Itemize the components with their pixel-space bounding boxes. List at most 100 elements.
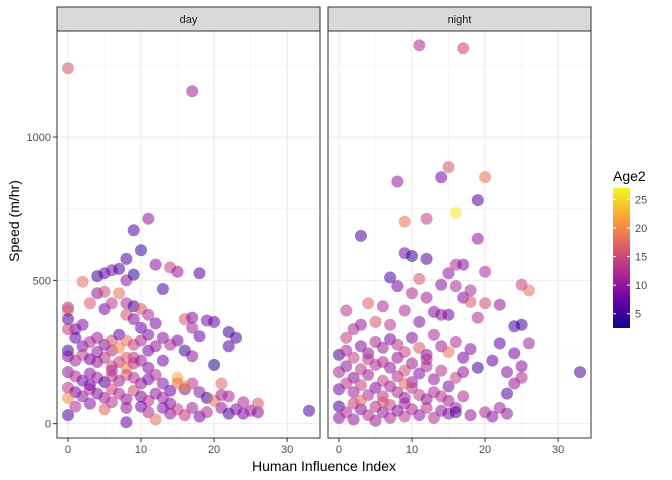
x-tick-label: 20	[208, 444, 220, 456]
data-point	[442, 267, 455, 280]
data-point	[457, 366, 470, 379]
data-point	[471, 311, 484, 324]
data-point	[76, 318, 89, 331]
data-point	[105, 396, 118, 409]
data-point	[237, 396, 250, 409]
x-tick-label: 10	[135, 444, 147, 456]
data-point	[406, 331, 418, 344]
data-point	[471, 361, 484, 374]
data-point	[340, 360, 353, 373]
data-point	[113, 341, 126, 354]
data-point	[347, 413, 360, 426]
data-point	[149, 258, 162, 271]
data-point	[369, 414, 382, 427]
data-point	[413, 315, 426, 328]
data-point	[449, 207, 462, 219]
data-point	[156, 354, 169, 367]
data-point	[522, 284, 535, 297]
data-point	[127, 224, 140, 237]
color-legend: Age2 5 10 15 20 25	[613, 168, 647, 328]
data-point	[391, 338, 404, 351]
facet-strip-label: night	[448, 14, 472, 26]
data-point	[457, 390, 470, 403]
data-point	[76, 275, 89, 288]
x-tick-label: 0	[336, 444, 342, 456]
data-point	[449, 406, 462, 419]
facet-strip-label: day	[180, 14, 198, 26]
data-point	[340, 377, 353, 390]
data-point	[449, 280, 462, 293]
data-point	[193, 330, 206, 343]
data-point	[120, 252, 133, 265]
data-point	[113, 262, 126, 275]
x-tick-label: 10	[406, 444, 418, 456]
data-point	[113, 287, 126, 300]
data-point	[376, 341, 389, 354]
data-point	[384, 271, 397, 284]
data-point	[83, 297, 96, 310]
data-point	[120, 416, 133, 429]
data-point	[135, 244, 147, 257]
data-point	[406, 250, 418, 262]
legend-colorbar	[613, 188, 630, 328]
data-point	[391, 280, 404, 293]
data-point	[464, 284, 477, 297]
data-point	[135, 354, 147, 367]
data-point	[435, 364, 448, 377]
data-point	[222, 390, 235, 403]
data-point	[420, 401, 433, 414]
data-point	[142, 308, 155, 321]
data-point	[515, 371, 528, 384]
data-point	[471, 232, 484, 245]
data-point	[398, 410, 411, 423]
data-point	[413, 272, 426, 285]
data-point	[442, 380, 455, 393]
facet-panel-day: day 0 10 20 30 0 500 1000	[27, 6, 321, 456]
facet-panel-night: night 0 10 20 30	[327, 6, 592, 456]
data-point	[479, 265, 492, 278]
data-point	[186, 85, 199, 98]
data-point	[427, 328, 440, 341]
data-point	[303, 404, 315, 417]
y-tick-label: 0	[45, 419, 51, 431]
legend-tick-label: 10	[635, 280, 647, 292]
data-point	[413, 409, 426, 422]
data-point	[156, 283, 169, 295]
data-point	[479, 297, 492, 310]
data-point	[362, 297, 375, 310]
panel-border	[327, 30, 592, 439]
data-point	[200, 406, 213, 419]
data-point	[142, 212, 155, 225]
data-point	[149, 413, 162, 426]
data-point	[522, 337, 535, 350]
legend-tick-label: 15	[635, 252, 647, 264]
data-point	[398, 377, 411, 390]
data-point	[83, 397, 96, 410]
data-point	[464, 295, 477, 308]
x-tick-label: 30	[281, 444, 293, 456]
data-point	[354, 394, 367, 407]
data-point	[340, 331, 353, 344]
data-point	[501, 387, 513, 400]
data-point	[62, 323, 74, 336]
data-point	[149, 340, 162, 353]
panel-border	[56, 30, 321, 439]
data-point	[384, 318, 397, 331]
data-point	[164, 384, 177, 397]
data-point	[464, 343, 477, 356]
data-point	[391, 351, 404, 364]
legend-tick-label: 20	[635, 223, 647, 235]
data-point	[251, 406, 264, 419]
data-point	[508, 347, 521, 360]
legend-title: Age2	[613, 168, 646, 184]
data-point	[178, 409, 191, 422]
scatter-points	[62, 62, 315, 429]
data-point	[62, 409, 74, 422]
data-point	[420, 393, 433, 406]
data-point	[62, 313, 74, 326]
data-point	[501, 366, 513, 379]
data-point	[340, 406, 353, 419]
data-point	[369, 381, 382, 394]
data-point	[376, 300, 389, 313]
data-point	[471, 194, 484, 207]
